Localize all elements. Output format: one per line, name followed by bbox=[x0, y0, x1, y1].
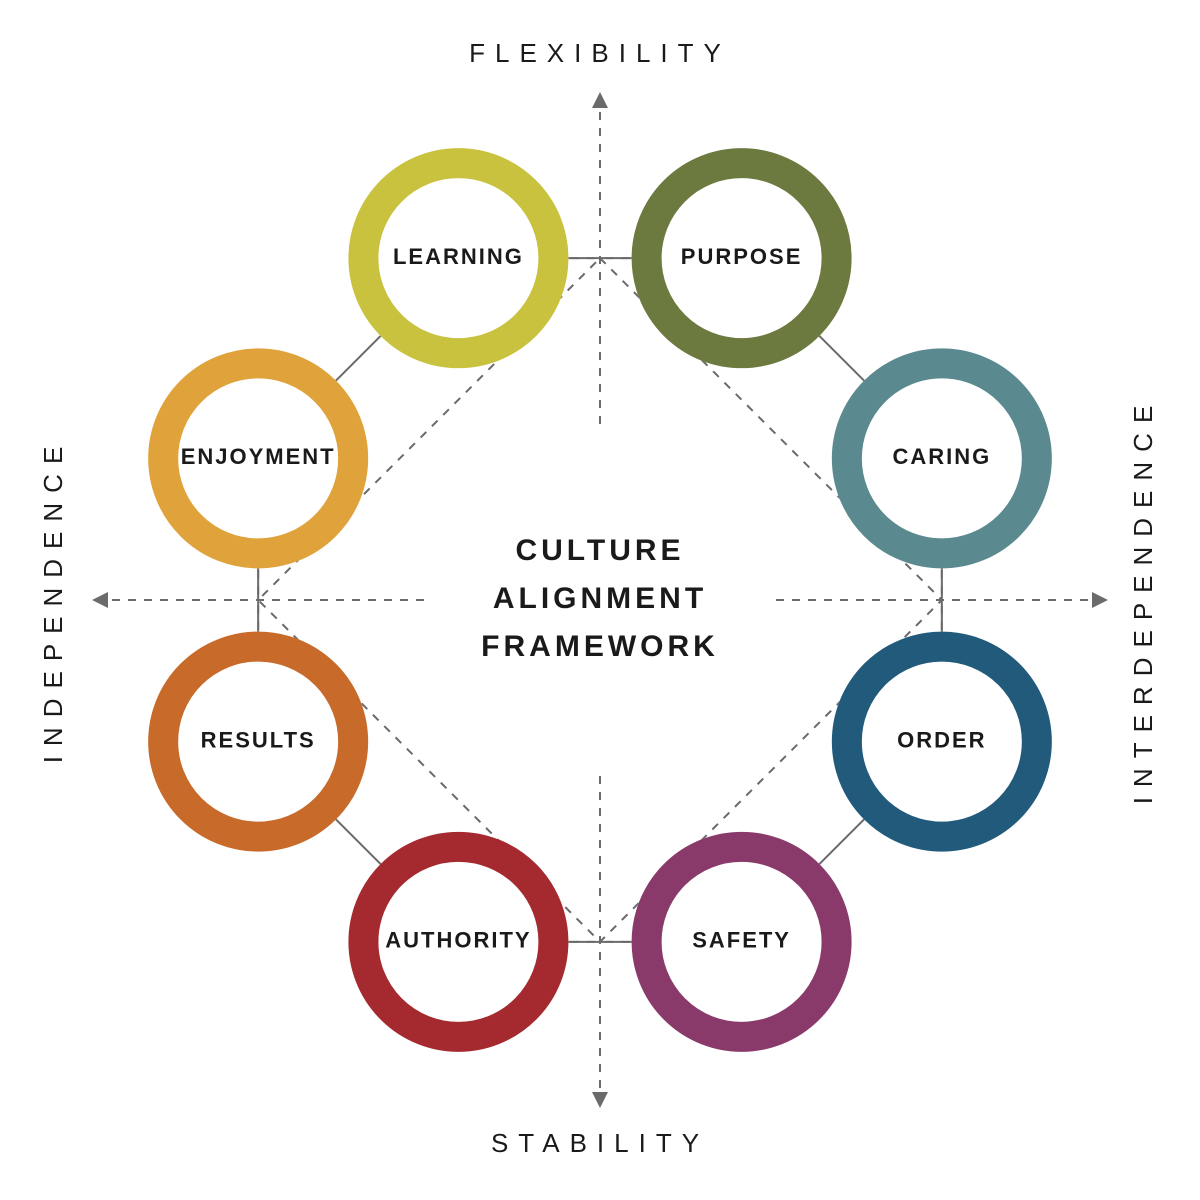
center-title-line-0: CULTURE bbox=[515, 534, 684, 567]
axis-label-top: FLEXIBILITY bbox=[469, 38, 731, 68]
ring-learning: LEARNING bbox=[348, 148, 568, 368]
axis-label-bottom: STABILITY bbox=[491, 1128, 709, 1158]
center-title-line-1: ALIGNMENT bbox=[493, 582, 707, 615]
ring-label-results: RESULTS bbox=[201, 727, 316, 752]
ring-label-learning: LEARNING bbox=[393, 244, 524, 269]
ring-label-authority: AUTHORITY bbox=[385, 928, 531, 953]
ring-label-caring: CARING bbox=[892, 444, 991, 469]
ring-enjoyment: ENJOYMENT bbox=[148, 348, 368, 568]
ring-label-safety: SAFETY bbox=[692, 928, 791, 953]
culture-alignment-diagram: PURPOSE CARING ORDER SAFETY AUTHORITY RESULTS… bbox=[0, 0, 1200, 1200]
ring-label-order: ORDER bbox=[897, 727, 986, 752]
ring-order: ORDER bbox=[832, 632, 1052, 852]
ring-safety: SAFETY bbox=[632, 832, 852, 1052]
ring-label-enjoyment: ENJOYMENT bbox=[181, 444, 336, 469]
center-title-line-2: FRAMEWORK bbox=[481, 630, 719, 663]
axis-label-left: INDEPENDENCE bbox=[38, 437, 68, 764]
ring-results: RESULTS bbox=[148, 632, 368, 852]
ring-authority: AUTHORITY bbox=[348, 832, 568, 1052]
ring-caring: CARING bbox=[832, 348, 1052, 568]
ring-purpose: PURPOSE bbox=[632, 148, 852, 368]
center-title: CULTURE ALIGNMENT FRAMEWORK bbox=[430, 430, 770, 770]
ring-label-purpose: PURPOSE bbox=[681, 244, 803, 269]
axis-label-right: INTERDEPENDENCE bbox=[1128, 396, 1158, 805]
